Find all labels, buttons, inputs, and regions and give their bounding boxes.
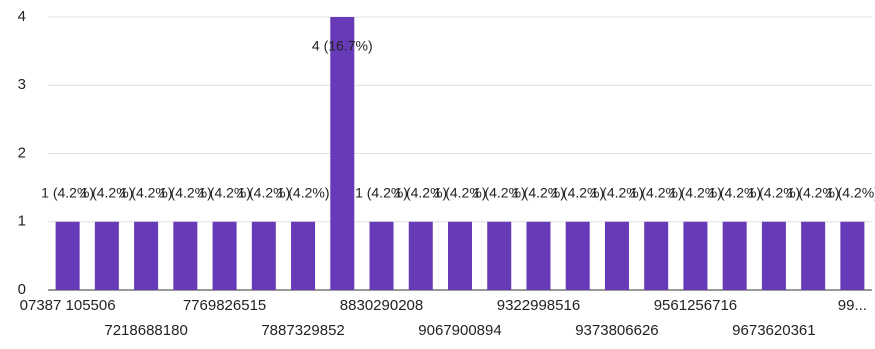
data-label: 1 (4.2%) xyxy=(473,184,526,200)
bar xyxy=(369,221,394,290)
bar xyxy=(94,221,119,290)
x-tick-label: 9067900894 xyxy=(418,322,501,339)
data-label: 1 (4.2%) xyxy=(277,184,330,200)
bar xyxy=(761,221,786,290)
x-tick-label: 7887329852 xyxy=(261,322,344,339)
data-label: 1 (4.2%) xyxy=(630,184,683,200)
x-tick-label: 9561256716 xyxy=(654,297,737,314)
data-label: 1 (4.2%) xyxy=(434,184,487,200)
data-label: 1 (4.2%) xyxy=(355,184,408,200)
bar xyxy=(644,221,669,290)
x-tick-label: 9322998516 xyxy=(497,297,580,314)
data-label: 1 (4.2%) xyxy=(747,184,800,200)
y-tick-label: 3 xyxy=(18,76,26,93)
y-tick-label: 0 xyxy=(18,281,26,298)
x-tick-label: 7769826515 xyxy=(183,297,266,314)
bar xyxy=(487,221,512,290)
y-tick-label: 4 xyxy=(18,8,26,25)
bar xyxy=(55,221,80,290)
x-tick-label: 99... xyxy=(838,297,867,314)
data-label: 1 (4.2%) xyxy=(787,184,840,200)
data-label: 1 (4.2%) xyxy=(590,184,643,200)
bar xyxy=(173,221,198,290)
x-tick-label: 07387 105506 xyxy=(20,297,116,314)
data-label: 1 (4.2%) xyxy=(198,184,251,200)
bar xyxy=(565,221,590,290)
bar xyxy=(840,221,865,290)
bar xyxy=(604,221,629,290)
bar xyxy=(722,221,747,290)
bar xyxy=(134,221,159,290)
data-label: 1 (4.2%) xyxy=(80,184,133,200)
bar xyxy=(526,221,551,290)
data-label: 1 (4.2%) xyxy=(237,184,290,200)
data-label: 1 (4.2%) xyxy=(826,184,875,200)
data-label: 1 (4.2%) xyxy=(120,184,173,200)
bar xyxy=(251,221,276,290)
data-label: 1 (4.2%) xyxy=(669,184,722,200)
data-label: 1 (4.2%) xyxy=(551,184,604,200)
bar xyxy=(801,221,826,290)
x-tick-label: 8830290208 xyxy=(340,297,423,314)
data-label: 1 (4.2%) xyxy=(41,184,94,200)
x-tick-label: 9673620361 xyxy=(732,322,815,339)
bar xyxy=(408,221,433,290)
x-tick-label: 9373806626 xyxy=(575,322,658,339)
y-tick-label: 1 xyxy=(18,213,26,230)
bar xyxy=(212,221,237,290)
bar xyxy=(448,221,472,290)
x-tick-label: 7218688180 xyxy=(104,322,187,339)
bar xyxy=(683,221,708,290)
data-label: 1 (4.2%) xyxy=(159,184,212,200)
data-label: 1 (4.2%) xyxy=(394,184,447,200)
bar xyxy=(330,17,355,290)
data-label: 4 (16.7%) xyxy=(312,38,373,54)
data-label: 1 (4.2%) xyxy=(708,184,761,200)
data-label: 1 (4.2%) xyxy=(512,184,565,200)
y-tick-label: 2 xyxy=(18,144,26,161)
bar xyxy=(291,221,316,290)
